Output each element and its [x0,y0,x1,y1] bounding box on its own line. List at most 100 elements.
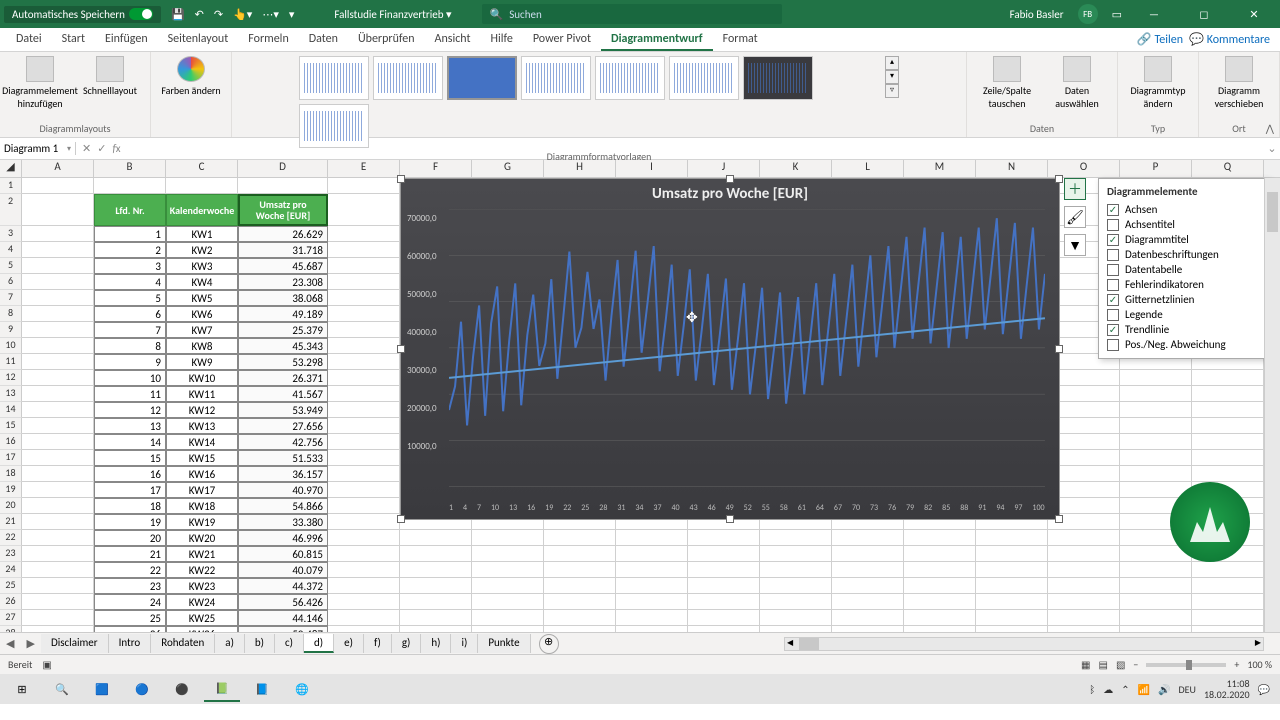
chart-element-achsen[interactable]: ✓Achsen [1107,202,1261,217]
cell-B25[interactable]: 23 [94,578,166,594]
cell-E12[interactable] [328,370,400,386]
cell-C27[interactable]: KW25 [166,610,238,626]
cell-H22[interactable] [544,530,616,546]
cell-J25[interactable] [688,578,760,594]
cell-A16[interactable] [22,434,94,450]
cell-D15[interactable]: 27.656 [238,418,328,434]
cell-A9[interactable] [22,322,94,338]
select-all-corner[interactable]: ◢ [0,160,22,177]
cell-O24[interactable] [1048,562,1120,578]
cell-E21[interactable] [328,514,400,530]
cell-M24[interactable] [904,562,976,578]
cell-F28[interactable] [400,626,472,632]
cell-A21[interactable] [22,514,94,530]
quick-layout-button[interactable]: Schnelllayout [78,56,142,97]
cell-P15[interactable] [1120,418,1192,434]
cell-B8[interactable]: 6 [94,306,166,322]
sheet-tab-b)[interactable]: b) [245,634,275,653]
cell-A14[interactable] [22,402,94,418]
cell-P12[interactable] [1120,370,1192,386]
cell-F24[interactable] [400,562,472,578]
cell-B4[interactable]: 2 [94,242,166,258]
search-taskbar-icon[interactable]: 🔍 [44,676,80,702]
change-chart-type-button[interactable]: Diagrammtyp ändern [1126,56,1190,110]
cell-A2[interactable] [22,194,94,226]
chart-styles-button[interactable]: 🖌 [1064,206,1086,228]
sheet-tab-rohdaten[interactable]: Rohdaten [151,634,215,653]
checkbox-icon[interactable] [1107,279,1119,291]
cell-B3[interactable]: 1 [94,226,166,242]
tab-überprüfen[interactable]: Überprüfen [348,28,425,51]
cell-E9[interactable] [328,322,400,338]
cell-C12[interactable]: KW10 [166,370,238,386]
app-1-icon[interactable]: 🟦 [84,676,120,702]
gallery-down-icon[interactable]: ▾ [885,70,899,84]
chart-elements-button[interactable]: ＋ [1064,178,1086,200]
cell-E8[interactable] [328,306,400,322]
cell-D19[interactable]: 40.970 [238,482,328,498]
cell-C6[interactable]: KW4 [166,274,238,290]
row-header-17[interactable]: 17 [0,450,22,466]
cell-C2[interactable]: Kalenderwoche [166,194,238,226]
cell-C9[interactable]: KW7 [166,322,238,338]
cell-D2[interactable]: Umsatz pro Woche [EUR] [238,194,328,226]
cell-J23[interactable] [688,546,760,562]
checkbox-icon[interactable]: ✓ [1107,324,1119,336]
cell-L26[interactable] [832,594,904,610]
cell-C13[interactable]: KW11 [166,386,238,402]
chart-element-gitternetzlinien[interactable]: ✓Gitternetzlinien [1107,292,1261,307]
cell-P27[interactable] [1120,610,1192,626]
cell-A26[interactable] [22,594,94,610]
col-header-C[interactable]: C [166,160,238,177]
col-header-A[interactable]: A [22,160,94,177]
cell-G27[interactable] [472,610,544,626]
cell-F26[interactable] [400,594,472,610]
cell-A15[interactable] [22,418,94,434]
expand-formula-icon[interactable]: ⌄ [1264,142,1280,155]
cell-K22[interactable] [760,530,832,546]
chart-style-8[interactable] [299,104,369,148]
cell-D25[interactable]: 44.372 [238,578,328,594]
sheet-tab-disclaimer[interactable]: Disclaimer [41,634,109,653]
cell-A22[interactable] [22,530,94,546]
cell-E27[interactable] [328,610,400,626]
cell-P24[interactable] [1120,562,1192,578]
cell-B13[interactable]: 11 [94,386,166,402]
maximize-icon[interactable]: ◻ [1186,8,1222,21]
cell-B6[interactable]: 4 [94,274,166,290]
row-header-18[interactable]: 18 [0,466,22,482]
chart-style-7[interactable] [743,56,813,100]
row-header-12[interactable]: 12 [0,370,22,386]
cell-Q16[interactable] [1192,434,1264,450]
cell-D11[interactable]: 53.298 [238,354,328,370]
sheet-tab-e)[interactable]: e) [334,634,364,653]
cell-B18[interactable]: 16 [94,466,166,482]
cell-E15[interactable] [328,418,400,434]
cell-H26[interactable] [544,594,616,610]
row-header-19[interactable]: 19 [0,482,22,498]
col-header-H[interactable]: H [544,160,616,177]
cell-C17[interactable]: KW15 [166,450,238,466]
switch-row-col-button[interactable]: Zeile/Spalte tauschen [975,56,1039,110]
row-header-25[interactable]: 25 [0,578,22,594]
col-header-F[interactable]: F [400,160,472,177]
cell-E11[interactable] [328,354,400,370]
col-header-K[interactable]: K [760,160,832,177]
cell-C22[interactable]: KW20 [166,530,238,546]
cell-B20[interactable]: 18 [94,498,166,514]
cell-P28[interactable] [1120,626,1192,632]
row-header-10[interactable]: 10 [0,338,22,354]
sheet-tab-f)[interactable]: f) [364,634,392,653]
chart-element-trendlinie[interactable]: ✓Trendlinie [1107,322,1261,337]
chart-title[interactable]: Umsatz pro Woche [EUR] [401,179,1059,209]
cell-E25[interactable] [328,578,400,594]
cell-E4[interactable] [328,242,400,258]
cell-F22[interactable] [400,530,472,546]
cell-B23[interactable]: 21 [94,546,166,562]
minimize-icon[interactable]: — [1136,8,1172,21]
cell-C18[interactable]: KW16 [166,466,238,482]
cell-C23[interactable]: KW21 [166,546,238,562]
cell-I24[interactable] [616,562,688,578]
chart-style-4[interactable] [521,56,591,100]
view-normal-icon[interactable]: ▦ [1081,658,1090,671]
